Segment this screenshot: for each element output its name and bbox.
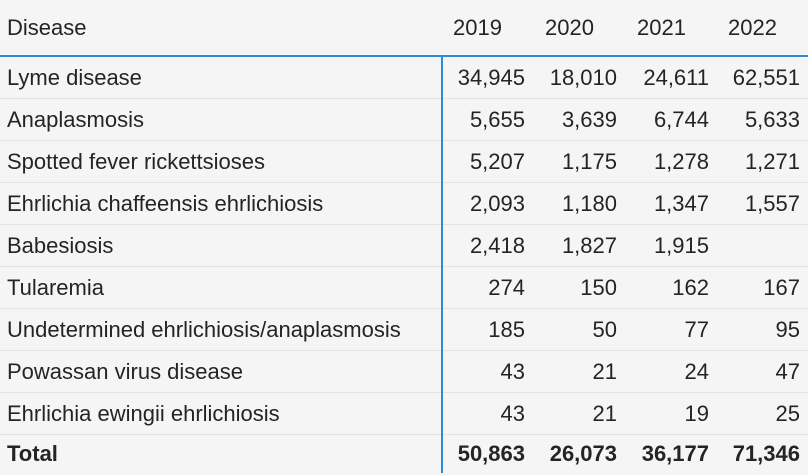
value-cell: 18,010	[533, 56, 625, 99]
total-value: 71,346	[732, 441, 800, 466]
value-cell: 167	[717, 266, 808, 309]
value-cell: 1,175	[533, 140, 625, 183]
table-row: Babesiosis 2,418 1,827 1,915	[0, 224, 808, 267]
value-cell: 24	[625, 350, 717, 393]
disease-cell: Spotted fever rickettsioses	[0, 140, 443, 183]
value-cell: 47	[717, 350, 808, 393]
value-cell	[717, 224, 808, 267]
value-cell: 1,915	[625, 224, 717, 267]
value-cell: 50	[533, 308, 625, 351]
value-cell: 162	[625, 266, 717, 309]
value-cell: 5,655	[442, 98, 533, 141]
value-cell: 43	[442, 392, 533, 435]
value-cell: 25	[717, 392, 808, 435]
table-head: Disease 2019 2020 2021 2022	[0, 0, 808, 57]
header-cell: 2019	[442, 0, 533, 57]
header-row: Disease 2019 2020 2021 2022	[0, 0, 808, 57]
table-row: Powassan virus disease 43 21 24 47	[0, 350, 808, 393]
disease-cell: Tularemia	[0, 266, 443, 309]
value-cell: 1,557	[717, 182, 808, 225]
table-row: Ehrlichia chaffeensis ehrlichiosis 2,093 1…	[0, 182, 808, 225]
table-row: Undetermined ehrlichiosis/anaplasmosis 18…	[0, 308, 808, 351]
total-value: 36,177	[641, 441, 709, 466]
disease-cell: Anaplasmosis	[0, 98, 443, 141]
total-value: 50,863	[457, 441, 525, 466]
value-cell: 21	[533, 392, 625, 435]
value-cell: 3,639	[533, 98, 625, 141]
header-cell: Disease	[0, 0, 442, 57]
header-cell: 2022	[717, 0, 808, 57]
value-cell: 150	[533, 266, 625, 309]
value-cell: 185	[442, 308, 533, 351]
value-cell: 62,551	[717, 56, 808, 99]
value-cell: 77	[625, 308, 717, 351]
value-cell: 5,633	[717, 98, 808, 141]
table-row: Ehrlichia ewingii ehrlichiosis 43 21 19 25	[0, 392, 808, 435]
disease-cell: Powassan virus disease	[0, 350, 443, 393]
value-cell: 2,093	[442, 182, 533, 225]
value-cell: 1,180	[533, 182, 625, 225]
disease-cell: Ehrlichia ewingii ehrlichiosis	[0, 392, 443, 435]
value-cell: 1,278	[625, 140, 717, 183]
value-cell: 6,744	[625, 98, 717, 141]
header-cell: 2020	[533, 0, 625, 57]
table-row: Spotted fever rickettsioses 5,207 1,175 1,2…	[0, 140, 808, 183]
value-cell: 1,347	[625, 182, 717, 225]
value-cell: 21	[533, 350, 625, 393]
value-cell: 274	[442, 266, 533, 309]
table-row: Anaplasmosis 5,655 3,639 6,744 5,633	[0, 98, 808, 141]
header-cell: 2021	[625, 0, 717, 57]
total-row: Total 50,863 26,073 36,177 71,346	[0, 434, 808, 473]
value-cell: 2,418	[442, 224, 533, 267]
disease-cell: Ehrlichia chaffeensis ehrlichiosis	[0, 182, 443, 225]
table-row: Lyme disease 34,945 18,010 24,611 62,551	[0, 56, 808, 99]
value-cell: 24,611	[625, 56, 717, 99]
disease-cell: Lyme disease	[0, 56, 443, 99]
total-value: 26,073	[549, 441, 617, 466]
disease-cell: Babesiosis	[0, 224, 443, 267]
value-cell: 1,827	[533, 224, 625, 267]
disease-cell: Undetermined ehrlichiosis/anaplasmosis	[0, 308, 443, 351]
table-row: Tularemia 274 150 162 167	[0, 266, 808, 309]
value-cell: 34,945	[442, 56, 533, 99]
value-cell: 95	[717, 308, 808, 351]
value-cell: 19	[625, 392, 717, 435]
value-cell: 43	[442, 350, 533, 393]
table-body: Lyme disease 34,945 18,010 24,611 62,551 Anap…	[0, 56, 808, 473]
value-cell: 1,271	[717, 140, 808, 183]
total-label: Total	[0, 434, 443, 473]
value-cell: 5,207	[442, 140, 533, 183]
